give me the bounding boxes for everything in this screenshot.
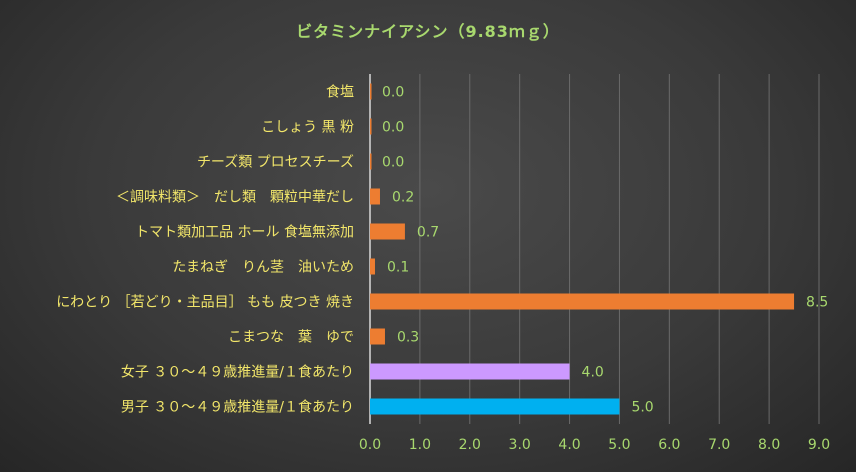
data-label: 0.0 bbox=[382, 85, 404, 101]
bar bbox=[370, 118, 372, 135]
data-label: 0.2 bbox=[392, 190, 414, 206]
data-label: 8.5 bbox=[806, 295, 828, 311]
category-label: トマト類加工品 ホール 食塩無添加 bbox=[135, 224, 354, 241]
data-label: 0.7 bbox=[417, 225, 439, 241]
category-label: にわとり ［若どり・主品目］ もも 皮つき 焼き bbox=[56, 295, 354, 311]
bar bbox=[370, 398, 620, 415]
x-tick-label: 2.0 bbox=[459, 437, 481, 453]
x-tick-label: 6.0 bbox=[658, 437, 680, 453]
data-label: 5.0 bbox=[631, 400, 653, 416]
category-label: たまねぎ りん茎 油いため bbox=[172, 260, 354, 276]
data-label: 0.0 bbox=[382, 120, 404, 136]
bar bbox=[370, 223, 405, 240]
x-tick-label: 4.0 bbox=[558, 437, 580, 453]
x-tick-label: 7.0 bbox=[708, 437, 730, 453]
x-tick-label: 9.0 bbox=[808, 437, 830, 453]
category-label: 女子 ３０～４９歳推進量/１食あたり bbox=[121, 364, 354, 381]
category-label: ＜調味料類＞ だし類 顆粒中華だし bbox=[116, 190, 354, 206]
data-label: 0.1 bbox=[387, 260, 409, 276]
bar bbox=[370, 258, 375, 275]
bar bbox=[370, 328, 385, 345]
x-tick-label: 0.0 bbox=[359, 437, 381, 453]
x-tick-label: 8.0 bbox=[758, 437, 780, 453]
category-label: 男子 ３０～４９歳推進量/１食あたり bbox=[121, 399, 354, 416]
bar bbox=[370, 83, 372, 100]
chart-title: ビタミンナイアシン（9.83ｍｇ） bbox=[296, 22, 560, 41]
bar bbox=[370, 293, 795, 310]
category-label: 食塩 bbox=[326, 84, 354, 101]
data-label: 0.0 bbox=[382, 155, 404, 171]
bar bbox=[370, 363, 570, 380]
x-tick-label: 3.0 bbox=[509, 437, 531, 453]
category-label: チーズ類 プロセスチーズ bbox=[197, 155, 354, 171]
data-label: 0.3 bbox=[397, 330, 419, 346]
category-label: こしょう 黒 粉 bbox=[261, 120, 354, 136]
category-label: こまつな 葉 ゆで bbox=[228, 330, 354, 346]
x-tick-label: 5.0 bbox=[608, 437, 630, 453]
bar bbox=[370, 153, 372, 170]
bar bbox=[370, 188, 380, 205]
x-tick-label: 1.0 bbox=[409, 437, 431, 453]
data-label: 4.0 bbox=[582, 365, 604, 381]
